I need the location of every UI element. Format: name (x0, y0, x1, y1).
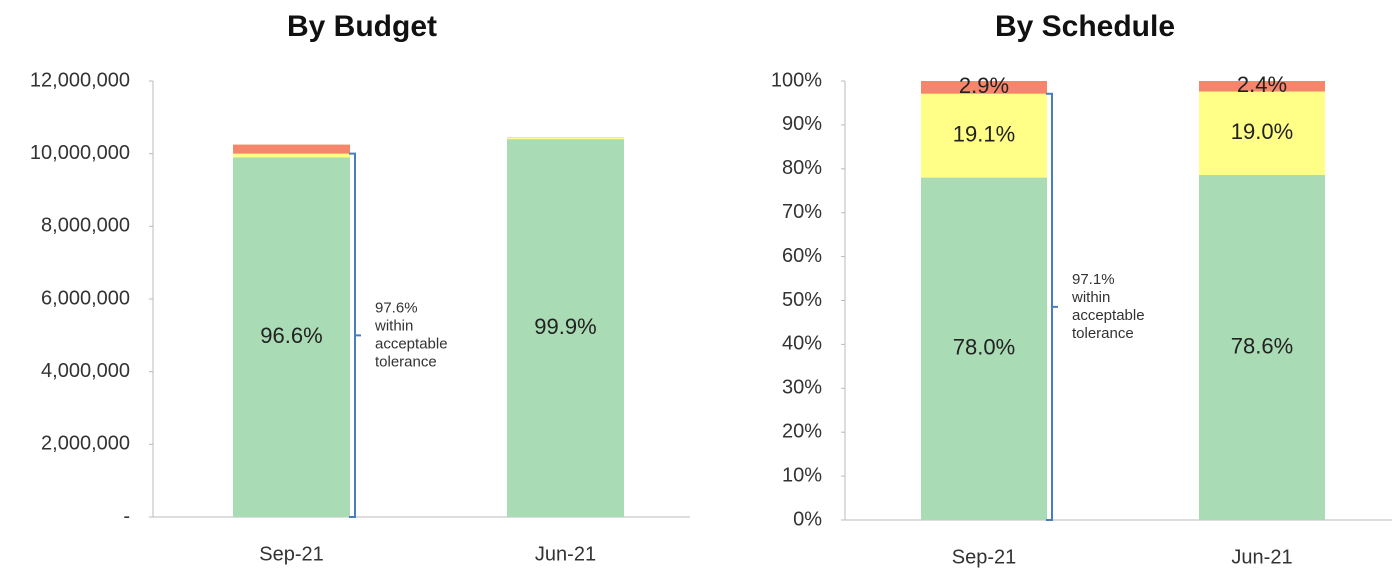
bar-segment (233, 157, 350, 518)
bar-segment (1199, 81, 1325, 92)
annotation: tolerance (375, 353, 437, 370)
y-tick-label: 10,000,000 (30, 142, 130, 164)
data-label: 19.0% (1231, 119, 1293, 144)
tolerance-brace (349, 152, 361, 518)
bar-segment (1199, 174, 1325, 521)
y-tick-label: 2,000,000 (41, 433, 130, 455)
annotation: 97.1% (1072, 271, 1115, 288)
y-tick-label: 12,000,000 (30, 69, 130, 91)
annotation: within (374, 317, 413, 334)
y-tick-label: 50% (782, 289, 822, 311)
data-label: 96.6% (260, 323, 322, 348)
annotation: acceptable (375, 335, 448, 352)
data-label: 78.6% (1231, 333, 1293, 358)
bar-segment (507, 138, 624, 140)
x-tick-label: Sep-21 (259, 543, 324, 565)
y-tick-label: 30% (782, 377, 822, 399)
annotation: tolerance (1072, 325, 1134, 342)
data-label: 78.0% (953, 335, 1015, 360)
y-tick-label: 4,000,000 (41, 360, 130, 382)
bar-segment (921, 177, 1047, 520)
y-tick-label: 60% (782, 245, 822, 267)
chart-title: By Schedule (995, 10, 1175, 43)
y-tick-label: 20% (782, 420, 822, 442)
bar-segment (921, 93, 1047, 178)
data-label: 2.4% (1237, 72, 1287, 97)
y-tick-label: 80% (782, 157, 822, 179)
y-tick-label: 70% (782, 201, 822, 223)
tolerance-brace (1046, 92, 1058, 521)
y-tick-label: 8,000,000 (41, 215, 130, 237)
y-tick-label: 6,000,000 (41, 287, 130, 309)
bar-segment (507, 139, 624, 517)
y-tick-label: - (123, 505, 130, 527)
chart-title: By Budget (287, 10, 437, 43)
x-tick-label: Jun-21 (535, 543, 596, 565)
annotation: within (1071, 289, 1110, 306)
data-label: 2.9% (959, 73, 1009, 98)
y-tick-label: 40% (782, 333, 822, 355)
annotation: 97.6% (375, 299, 418, 316)
y-tick-label: 100% (771, 69, 822, 91)
y-tick-label: 0% (793, 508, 822, 530)
bar-segment (921, 81, 1047, 94)
annotation: acceptable (1072, 307, 1145, 324)
y-tick-label: 10% (782, 464, 822, 486)
bar-segment (1199, 91, 1325, 175)
data-label: 99.9% (534, 314, 596, 339)
data-label: 19.1% (953, 121, 1015, 146)
x-tick-label: Jun-21 (1231, 546, 1292, 568)
bar-segment (233, 144, 350, 154)
x-tick-label: Sep-21 (952, 546, 1017, 568)
bar-segment (233, 153, 350, 158)
y-tick-label: 90% (782, 113, 822, 135)
